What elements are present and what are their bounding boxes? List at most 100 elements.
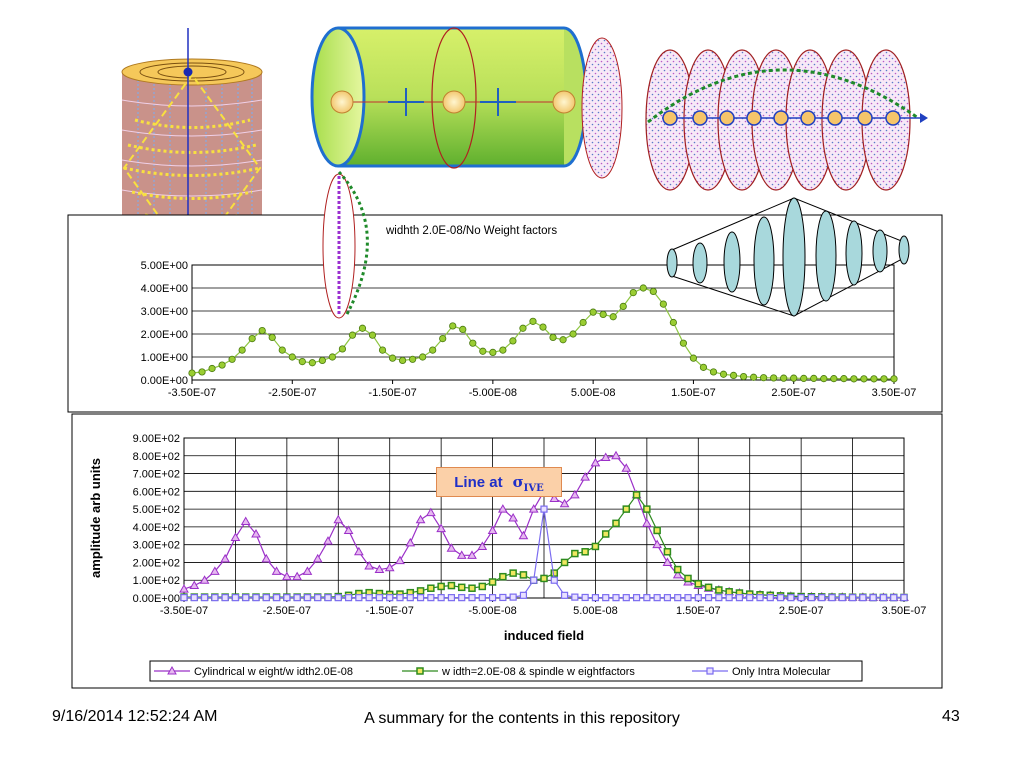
data-point [629, 288, 637, 297]
data-point [427, 594, 435, 602]
data-point [600, 452, 611, 462]
chart-legend: Cylindrical w eight/w idth2.0E-08 w idth=… [149, 660, 863, 682]
data-point [870, 375, 878, 383]
y-tick-label: 0.00E+00 [141, 375, 188, 387]
x-tick-label: -5.00E-08 [468, 605, 516, 617]
data-point [368, 331, 377, 339]
data-point [559, 336, 567, 344]
data-point [900, 594, 908, 602]
data-point [240, 516, 251, 526]
data-point [581, 548, 589, 556]
data-point [497, 504, 508, 513]
x-tick-label: -3.50E-07 [168, 387, 216, 399]
y-tick-label: 4.00E+02 [133, 522, 180, 534]
data-point [880, 375, 888, 383]
data-point [364, 560, 375, 570]
spindle-illustration [666, 197, 910, 317]
data-point [478, 582, 487, 591]
data-point [427, 584, 435, 592]
data-point [787, 594, 795, 602]
data-point [489, 348, 497, 356]
data-point [348, 331, 357, 339]
data-point [694, 580, 703, 588]
data-point [729, 371, 738, 379]
x-tick-label: 5.00E-08 [571, 387, 616, 399]
data-point [278, 346, 286, 354]
legend-label: Cylindrical w eight/w idth2.0E-08 [194, 666, 353, 678]
data-point [353, 546, 364, 556]
data-point [318, 356, 326, 365]
footer-title: A summary for the contents in this repos… [364, 710, 680, 727]
sigma-subscript: IVE [523, 483, 544, 494]
data-point [653, 526, 661, 535]
data-point [528, 504, 539, 513]
data-point [807, 594, 816, 602]
data-point [820, 375, 828, 383]
y-tick-label: 1.00E+00 [141, 352, 188, 364]
data-point [499, 572, 507, 581]
data-point [199, 575, 210, 584]
sigma-symbol: σIVE [513, 473, 544, 494]
data-point [519, 324, 527, 332]
data-point [662, 557, 673, 566]
data-point [211, 594, 219, 602]
data-point [456, 550, 467, 559]
data-point [458, 594, 466, 602]
data-point [378, 346, 387, 354]
data-point [689, 354, 698, 362]
x-tick-label: -1.50E-07 [368, 387, 416, 399]
data-point [508, 512, 519, 522]
data-point [611, 450, 621, 460]
data-point [488, 578, 497, 586]
y-tick-label: 8.00E+02 [133, 451, 180, 463]
data-point [189, 580, 200, 590]
data-point [405, 537, 416, 547]
data-point [487, 525, 498, 534]
data-point [208, 364, 216, 373]
data-point [388, 354, 397, 362]
data-point [439, 334, 447, 343]
y-tick-label: 2.00E+02 [133, 557, 180, 569]
y-tick-label: 3.00E+00 [141, 306, 188, 318]
data-point [509, 569, 517, 577]
data-point [632, 491, 641, 499]
data-point [365, 594, 373, 602]
data-point [308, 359, 316, 367]
data-point [425, 507, 436, 517]
x-tick-label: 2.50E-07 [779, 605, 824, 617]
data-point [419, 353, 427, 361]
legend-label: Only Intra Molecular [732, 666, 831, 678]
data-point [488, 594, 497, 602]
top-chart-frame [67, 214, 943, 413]
data-point [200, 594, 209, 602]
data-point [828, 594, 836, 602]
data-point [221, 594, 229, 602]
data-point [469, 339, 477, 347]
data-point [890, 375, 898, 383]
data-point [395, 555, 405, 565]
data-point [429, 346, 437, 354]
data-point [739, 372, 748, 381]
data-point [190, 594, 198, 602]
data-point [818, 594, 826, 602]
data-point [271, 566, 282, 575]
data-point [167, 665, 177, 675]
y-tick-label: 9.00E+02 [133, 433, 180, 445]
data-point [449, 322, 457, 330]
data-point [509, 593, 517, 601]
data-point [333, 514, 344, 524]
data-point [478, 594, 486, 602]
data-point [612, 594, 620, 602]
series-1 [188, 284, 898, 383]
data-point [447, 581, 456, 590]
data-point [298, 357, 306, 366]
data-point [860, 375, 868, 383]
data-point [238, 346, 246, 354]
data-point [292, 571, 303, 581]
data-point [684, 594, 692, 602]
bottom-chart-frame [71, 413, 943, 689]
data-point [220, 553, 231, 563]
data-point [302, 566, 313, 575]
data-point [672, 569, 683, 579]
data-point [374, 564, 385, 574]
